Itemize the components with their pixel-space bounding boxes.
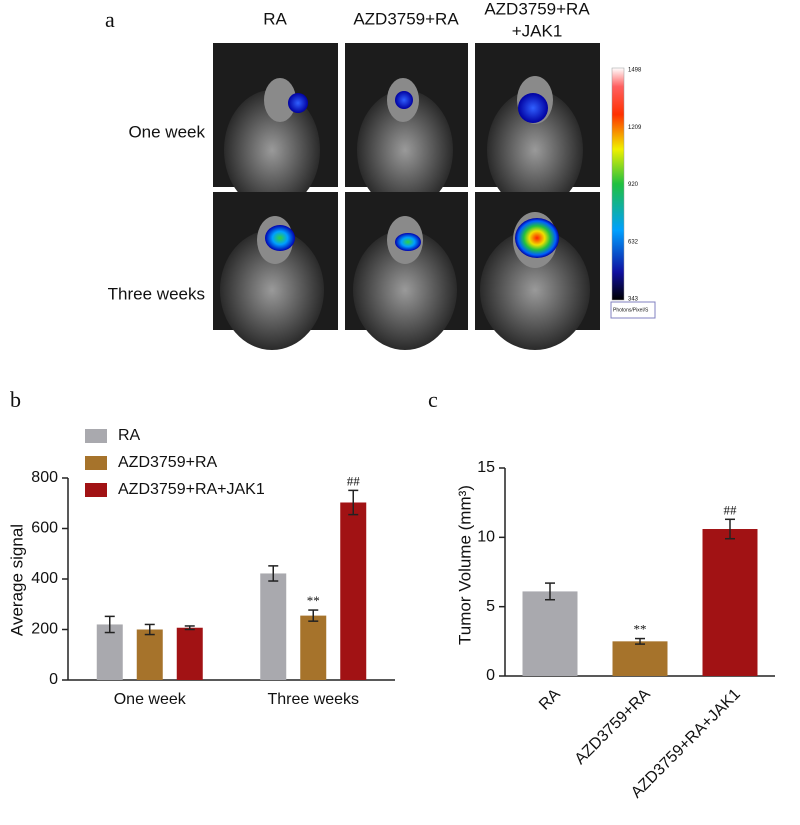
x-tick-label: AZD3759+RA: [572, 686, 654, 768]
row-label: One week: [128, 122, 205, 141]
bar: [300, 615, 327, 680]
panel-label: b: [10, 387, 21, 412]
bar: [176, 627, 203, 680]
column-header: +JAK1: [512, 21, 563, 40]
colorbar-unit: Photons/Pixel/S: [613, 307, 649, 313]
y-tick-label: 0: [486, 667, 495, 684]
significance-marker: ##: [347, 473, 361, 488]
bar: [702, 529, 758, 676]
colorbar-tick: 1498: [628, 68, 642, 74]
y-tick-label: 600: [31, 520, 58, 537]
legend-label: AZD3759+RA: [118, 454, 217, 471]
significance-marker: **: [634, 622, 647, 637]
y-tick-label: 5: [486, 598, 495, 615]
bar: [340, 502, 367, 680]
bar: [612, 641, 668, 676]
bar: [136, 629, 163, 680]
y-tick-label: 0: [49, 671, 58, 688]
significance-marker: **: [307, 593, 320, 608]
legend-swatch: [85, 429, 107, 443]
bar: [260, 573, 287, 680]
image: [213, 43, 338, 210]
bar: [96, 624, 123, 680]
image: [475, 192, 600, 350]
x-tick-label: One week: [114, 691, 187, 708]
row-label: Three weeks: [108, 284, 205, 303]
colorbar-tick: 1209: [628, 125, 642, 131]
significance-marker: ##: [724, 502, 738, 517]
colorbar-tick: 632: [628, 239, 639, 245]
image: [213, 192, 338, 350]
column-header: AZD3759+RA: [484, 0, 590, 18]
legend-label: RA: [118, 427, 141, 444]
image: [475, 43, 600, 210]
panel-label: c: [428, 387, 438, 412]
image: [345, 192, 468, 350]
y-axis-label: Tumor Volume (mm³): [455, 485, 474, 645]
bar: [522, 591, 578, 676]
image: [345, 43, 468, 210]
x-tick-label: RA: [536, 686, 564, 714]
panel-label: a: [105, 7, 115, 32]
image-grid: [213, 43, 656, 350]
y-axis-label: Average signal: [7, 524, 26, 636]
y-tick-label: 15: [477, 459, 495, 476]
legend-swatch: [85, 483, 107, 497]
y-tick-label: 400: [31, 570, 58, 587]
column-header: RA: [263, 9, 287, 28]
colorbar-unit-box: [610, 301, 656, 319]
colorbar-tick: 920: [628, 182, 639, 188]
legend-swatch: [85, 456, 107, 470]
y-tick-label: 200: [31, 621, 58, 638]
colorbar: [611, 67, 625, 301]
legend-label: AZD3759+RA+JAK1: [118, 481, 265, 498]
y-tick-label: 800: [31, 469, 58, 486]
colorbar-tick: 343: [628, 297, 639, 303]
column-header: AZD3759+RA: [353, 9, 459, 28]
x-tick-label: Three weeks: [267, 691, 359, 708]
y-tick-label: 10: [477, 529, 495, 546]
